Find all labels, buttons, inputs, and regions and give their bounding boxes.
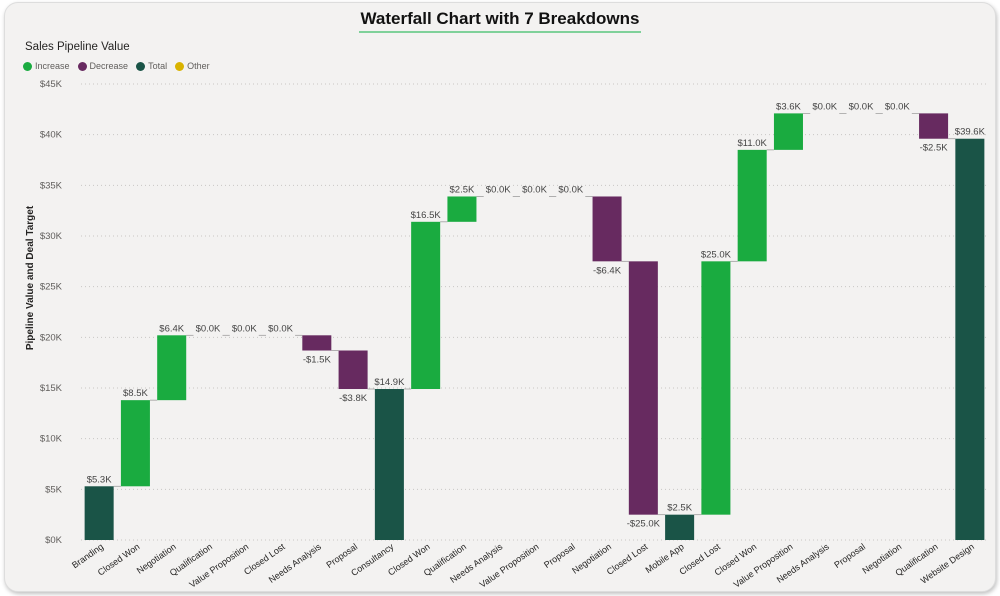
- chart-title: Waterfall Chart with 7 Breakdowns: [5, 9, 995, 33]
- bar-increase[interactable]: [447, 196, 477, 222]
- legend-label-decrease: Decrease: [89, 61, 129, 71]
- bar-increase[interactable]: [737, 149, 767, 262]
- data-label: -$1.5K: [303, 355, 332, 366]
- legend-item-increase[interactable]: Increase: [23, 61, 70, 71]
- y-tick-label: $45K: [40, 79, 63, 90]
- data-label: $39.6K: [955, 127, 986, 138]
- bar-decrease[interactable]: [592, 196, 622, 262]
- data-label: $0.0K: [232, 323, 257, 334]
- bar-decrease[interactable]: [338, 350, 368, 390]
- legend-swatch-total: [136, 61, 146, 71]
- bars: [84, 113, 985, 540]
- data-label: $16.5K: [411, 210, 442, 221]
- bar-total[interactable]: [84, 486, 114, 540]
- y-tick-label: $0K: [45, 535, 63, 546]
- y-tick-label: $15K: [40, 383, 63, 394]
- waterfall-chart: $0K $5K $10K $15K $20K $25K $30K $35K $40K $45K P…: [25, 79, 988, 590]
- y-tick-label: $40K: [40, 130, 63, 141]
- data-label: $5.3K: [87, 474, 112, 485]
- data-labels: $5.3K $8.5K $6.4K $0.0K $0.0K $0.0K -$1.5K -$3.…: [87, 101, 986, 529]
- data-label: $0.0K: [885, 101, 910, 112]
- legend-swatch-decrease: [77, 61, 87, 71]
- data-label: -$6.4K: [593, 265, 622, 276]
- bar-total[interactable]: [665, 514, 695, 540]
- data-label: $0.0K: [486, 184, 511, 195]
- data-label: $0.0K: [558, 184, 583, 195]
- data-label: -$2.5K: [920, 143, 949, 154]
- legend-swatch-increase: [23, 61, 32, 71]
- data-label: $8.5K: [123, 388, 148, 399]
- y-tick-label: $5K: [45, 484, 63, 495]
- data-label: $14.9K: [374, 377, 405, 388]
- data-label: $0.0K: [849, 101, 874, 112]
- data-label: $0.0K: [268, 323, 293, 334]
- data-label: -$3.8K: [339, 393, 368, 404]
- bar-decrease[interactable]: [919, 113, 949, 139]
- legend-label-other: Other: [187, 61, 210, 71]
- x-category-label: Closed Lost: [605, 541, 650, 577]
- data-label: $25.0K: [701, 249, 732, 260]
- connectors: [113, 112, 956, 516]
- bar-increase[interactable]: [411, 221, 441, 390]
- bar-decrease[interactable]: [302, 335, 332, 351]
- y-axis-label: Pipeline Value and Deal Target: [25, 205, 36, 350]
- y-axis-ticks: $0K $5K $10K $15K $20K $25K $30K $35K $40K $45K: [40, 79, 63, 546]
- legend-label-increase: Increase: [35, 61, 70, 71]
- data-label: $2.5K: [450, 184, 475, 195]
- y-tick-label: $20K: [40, 332, 63, 343]
- bar-total[interactable]: [374, 389, 404, 540]
- legend-item-total[interactable]: Total: [136, 61, 167, 71]
- bar-increase[interactable]: [120, 400, 150, 487]
- legend-item-decrease[interactable]: Decrease: [77, 61, 129, 71]
- bar-total[interactable]: [955, 138, 985, 540]
- y-tick-label: $30K: [40, 231, 63, 242]
- y-tick-label: $25K: [40, 282, 63, 293]
- bar-increase[interactable]: [773, 113, 803, 150]
- gridlines: [81, 83, 988, 541]
- legend-swatch-other: [175, 61, 185, 71]
- bar-increase[interactable]: [701, 261, 731, 515]
- legend: Increase Decrease Total Other: [23, 61, 210, 71]
- data-label: $0.0K: [196, 323, 221, 334]
- data-label: $2.5K: [667, 503, 692, 514]
- data-label: $3.6K: [776, 101, 801, 112]
- bar-increase[interactable]: [157, 335, 187, 401]
- data-label: -$25.0K: [627, 519, 661, 530]
- y-tick-label: $35K: [40, 180, 63, 191]
- data-label: $6.4K: [159, 323, 184, 334]
- chart-subtitle: Sales Pipeline Value: [25, 41, 130, 53]
- data-label: $0.0K: [522, 184, 547, 195]
- legend-label-total: Total: [148, 61, 168, 71]
- data-label: $11.0K: [737, 138, 767, 149]
- chart-card: Waterfall Chart with 7 Breakdowns Sales …: [4, 2, 996, 592]
- y-tick-label: $10K: [40, 434, 63, 445]
- bar-decrease[interactable]: [628, 261, 658, 515]
- legend-item-other[interactable]: Other: [175, 61, 210, 71]
- data-label: $0.0K: [812, 101, 837, 112]
